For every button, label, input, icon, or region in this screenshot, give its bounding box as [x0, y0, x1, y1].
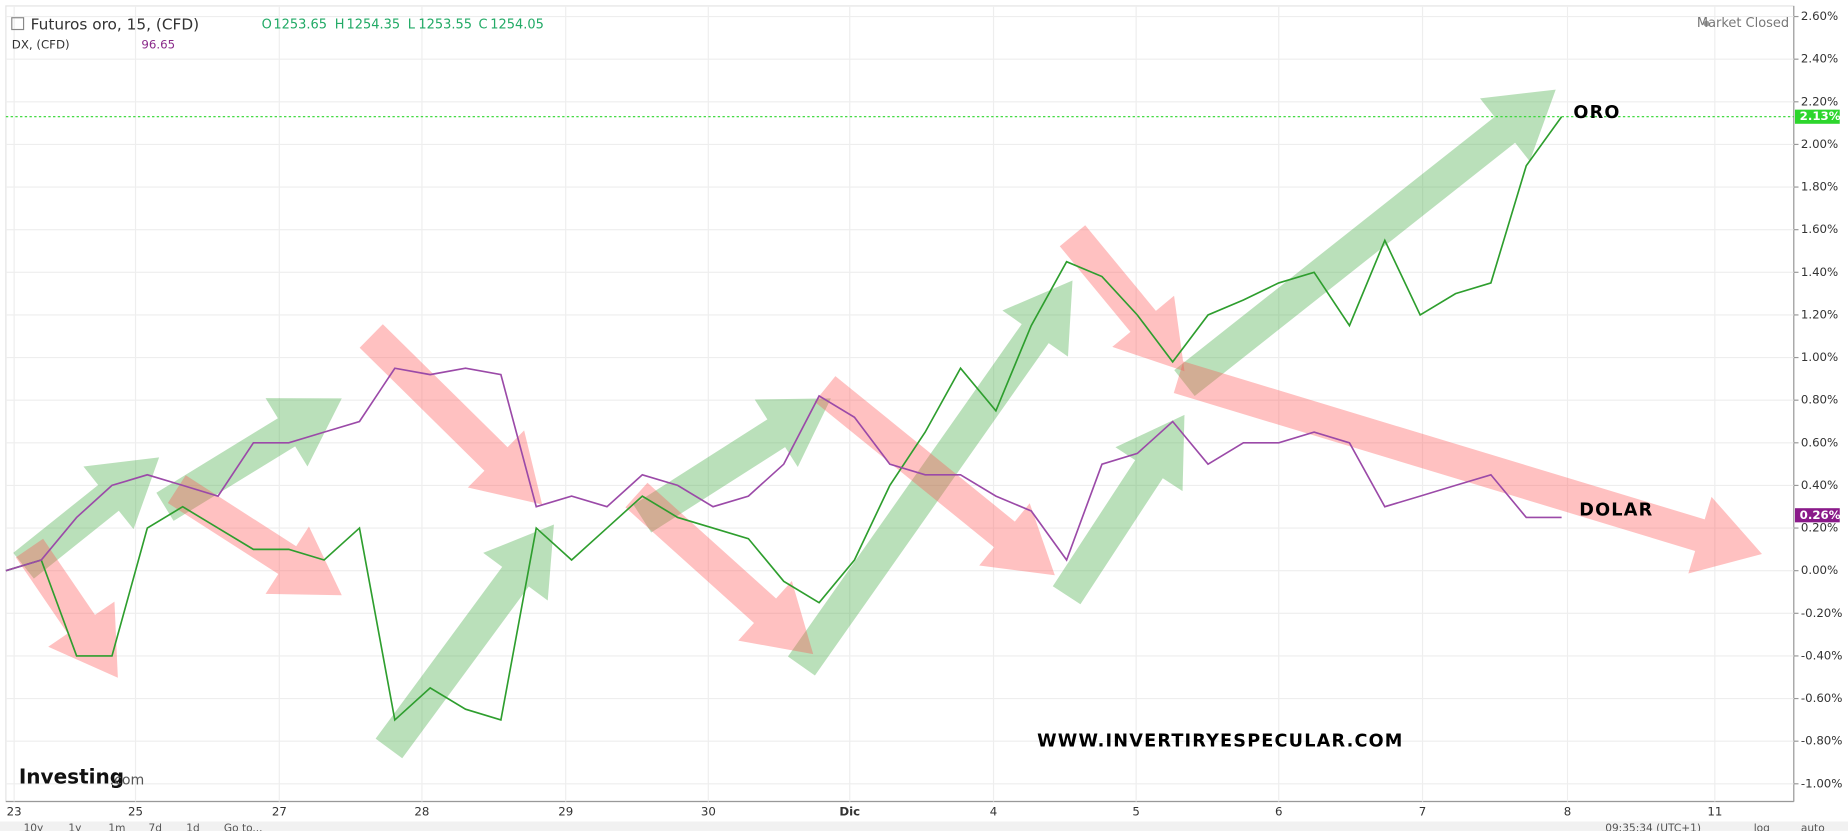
- symbol: Futuros oro, 15, (CFD): [31, 15, 199, 33]
- y-tick-label: -1.00%: [1801, 776, 1843, 790]
- toolbar-item[interactable]: Go to...: [224, 823, 263, 831]
- trend-arrow: [787, 280, 1073, 676]
- y-tick-label: 1.00%: [1801, 350, 1838, 364]
- collapse-icon[interactable]: [11, 17, 25, 31]
- toolbar-item[interactable]: 1y: [68, 823, 81, 831]
- trend-arrow: [1174, 89, 1556, 397]
- y-tick-label: 1.80%: [1801, 180, 1838, 194]
- grid: [5, 5, 1794, 802]
- y-tick-label: 0.40%: [1801, 478, 1838, 492]
- status-dot: [1703, 20, 1710, 27]
- x-tick-label: Dic: [839, 805, 860, 819]
- open: 1253.65: [273, 17, 327, 32]
- second-symbol: DX, (CFD): [12, 37, 70, 51]
- close: 1254.05: [490, 17, 544, 32]
- trend-arrow: [633, 398, 831, 533]
- y-tick-label: 1.60%: [1801, 222, 1838, 236]
- y-tick-label: 0.20%: [1801, 521, 1838, 535]
- x-tick-label: 25: [128, 805, 143, 819]
- trend-arrow: [814, 376, 1055, 576]
- trend-arrow: [1173, 361, 1762, 574]
- y-tick-label: 0.80%: [1801, 393, 1838, 407]
- y-tick-label: 2.40%: [1801, 52, 1838, 66]
- series-line: [5, 367, 1562, 572]
- toolbar-item[interactable]: log: [1754, 823, 1770, 831]
- toolbar-item[interactable]: 10y: [24, 823, 44, 831]
- y-tick-label: 0.00%: [1801, 563, 1838, 577]
- price-tag: [1794, 109, 1840, 124]
- close-label: C: [478, 17, 487, 32]
- y-tick-label: 2.60%: [1801, 9, 1838, 23]
- price-tag-label: 2.13%: [1800, 109, 1841, 123]
- trend-arrow: [156, 398, 342, 521]
- x-tick-label: 11: [1707, 805, 1722, 819]
- brand-suffix: .com: [110, 772, 145, 788]
- toolbar-item[interactable]: 1m: [108, 823, 125, 831]
- x-tick-label: 29: [558, 805, 573, 819]
- trend-arrow: [1052, 414, 1185, 605]
- price-tag-label: 0.26%: [1800, 508, 1841, 522]
- x-tick-label: 6: [1275, 805, 1283, 819]
- low-label: L: [408, 17, 416, 32]
- toolbar-item[interactable]: 09:35:34 (UTC+1): [1605, 823, 1701, 831]
- y-tick-label: -0.40%: [1801, 648, 1843, 662]
- trend-arrow: [625, 482, 814, 655]
- annotation: ORO: [1573, 103, 1620, 123]
- y-tick-label: 1.40%: [1801, 265, 1838, 279]
- y-tick-label: 0.60%: [1801, 435, 1838, 449]
- x-tick-label: 27: [272, 805, 287, 819]
- annotation: DOLAR: [1579, 500, 1653, 520]
- brand: Investing: [19, 764, 124, 788]
- y-tick-label: -0.60%: [1801, 691, 1843, 705]
- x-tick-label: 30: [701, 805, 716, 819]
- trend-arrow: [375, 524, 554, 759]
- trend-arrow: [167, 475, 342, 596]
- x-tick-label: 8: [1564, 805, 1572, 819]
- toolbar-item[interactable]: auto: [1801, 823, 1825, 831]
- y-tick-label: 2.00%: [1801, 137, 1838, 151]
- x-tick-label: 7: [1419, 805, 1427, 819]
- high-label: H: [335, 17, 345, 32]
- x-tick-label: 28: [414, 805, 429, 819]
- axis: -1.00% -0.80% -0.60% -0.40% -0.20% 0.00% 0.20%…: [7, 9, 1843, 819]
- y-tick-label: -0.20%: [1801, 606, 1843, 620]
- x-tick-label: 5: [1132, 805, 1140, 819]
- second-value: 96.65: [141, 37, 175, 51]
- market-status: Market Closed: [1697, 16, 1789, 31]
- y-tick-label: 2.20%: [1801, 94, 1838, 108]
- toolbar-items: 10y 1y 1m 7d 1d Go to... 09:35:34 (UTC+1) log au…: [24, 823, 1825, 831]
- open-label: O: [262, 17, 272, 32]
- toolbar-item[interactable]: 1d: [186, 823, 199, 831]
- trend-arrow: [15, 538, 118, 678]
- x-tick-label: 4: [990, 805, 998, 819]
- trend-arrow: [359, 324, 543, 505]
- trend-arrow: [13, 457, 160, 579]
- annotation: WWW.INVERTIRYESPECULAR.COM: [1037, 731, 1403, 751]
- high: 1254.35: [347, 17, 401, 32]
- y-tick-label: 1.20%: [1801, 307, 1838, 321]
- y-tick-label: -0.80%: [1801, 734, 1843, 748]
- series: [5, 116, 1794, 722]
- toolbar-item[interactable]: 7d: [148, 823, 161, 831]
- low: 1253.55: [418, 17, 472, 32]
- price-tag: [1794, 508, 1840, 523]
- x-tick-label: 23: [7, 805, 22, 819]
- toolbar: [0, 821, 1848, 831]
- series-line: [5, 116, 1563, 722]
